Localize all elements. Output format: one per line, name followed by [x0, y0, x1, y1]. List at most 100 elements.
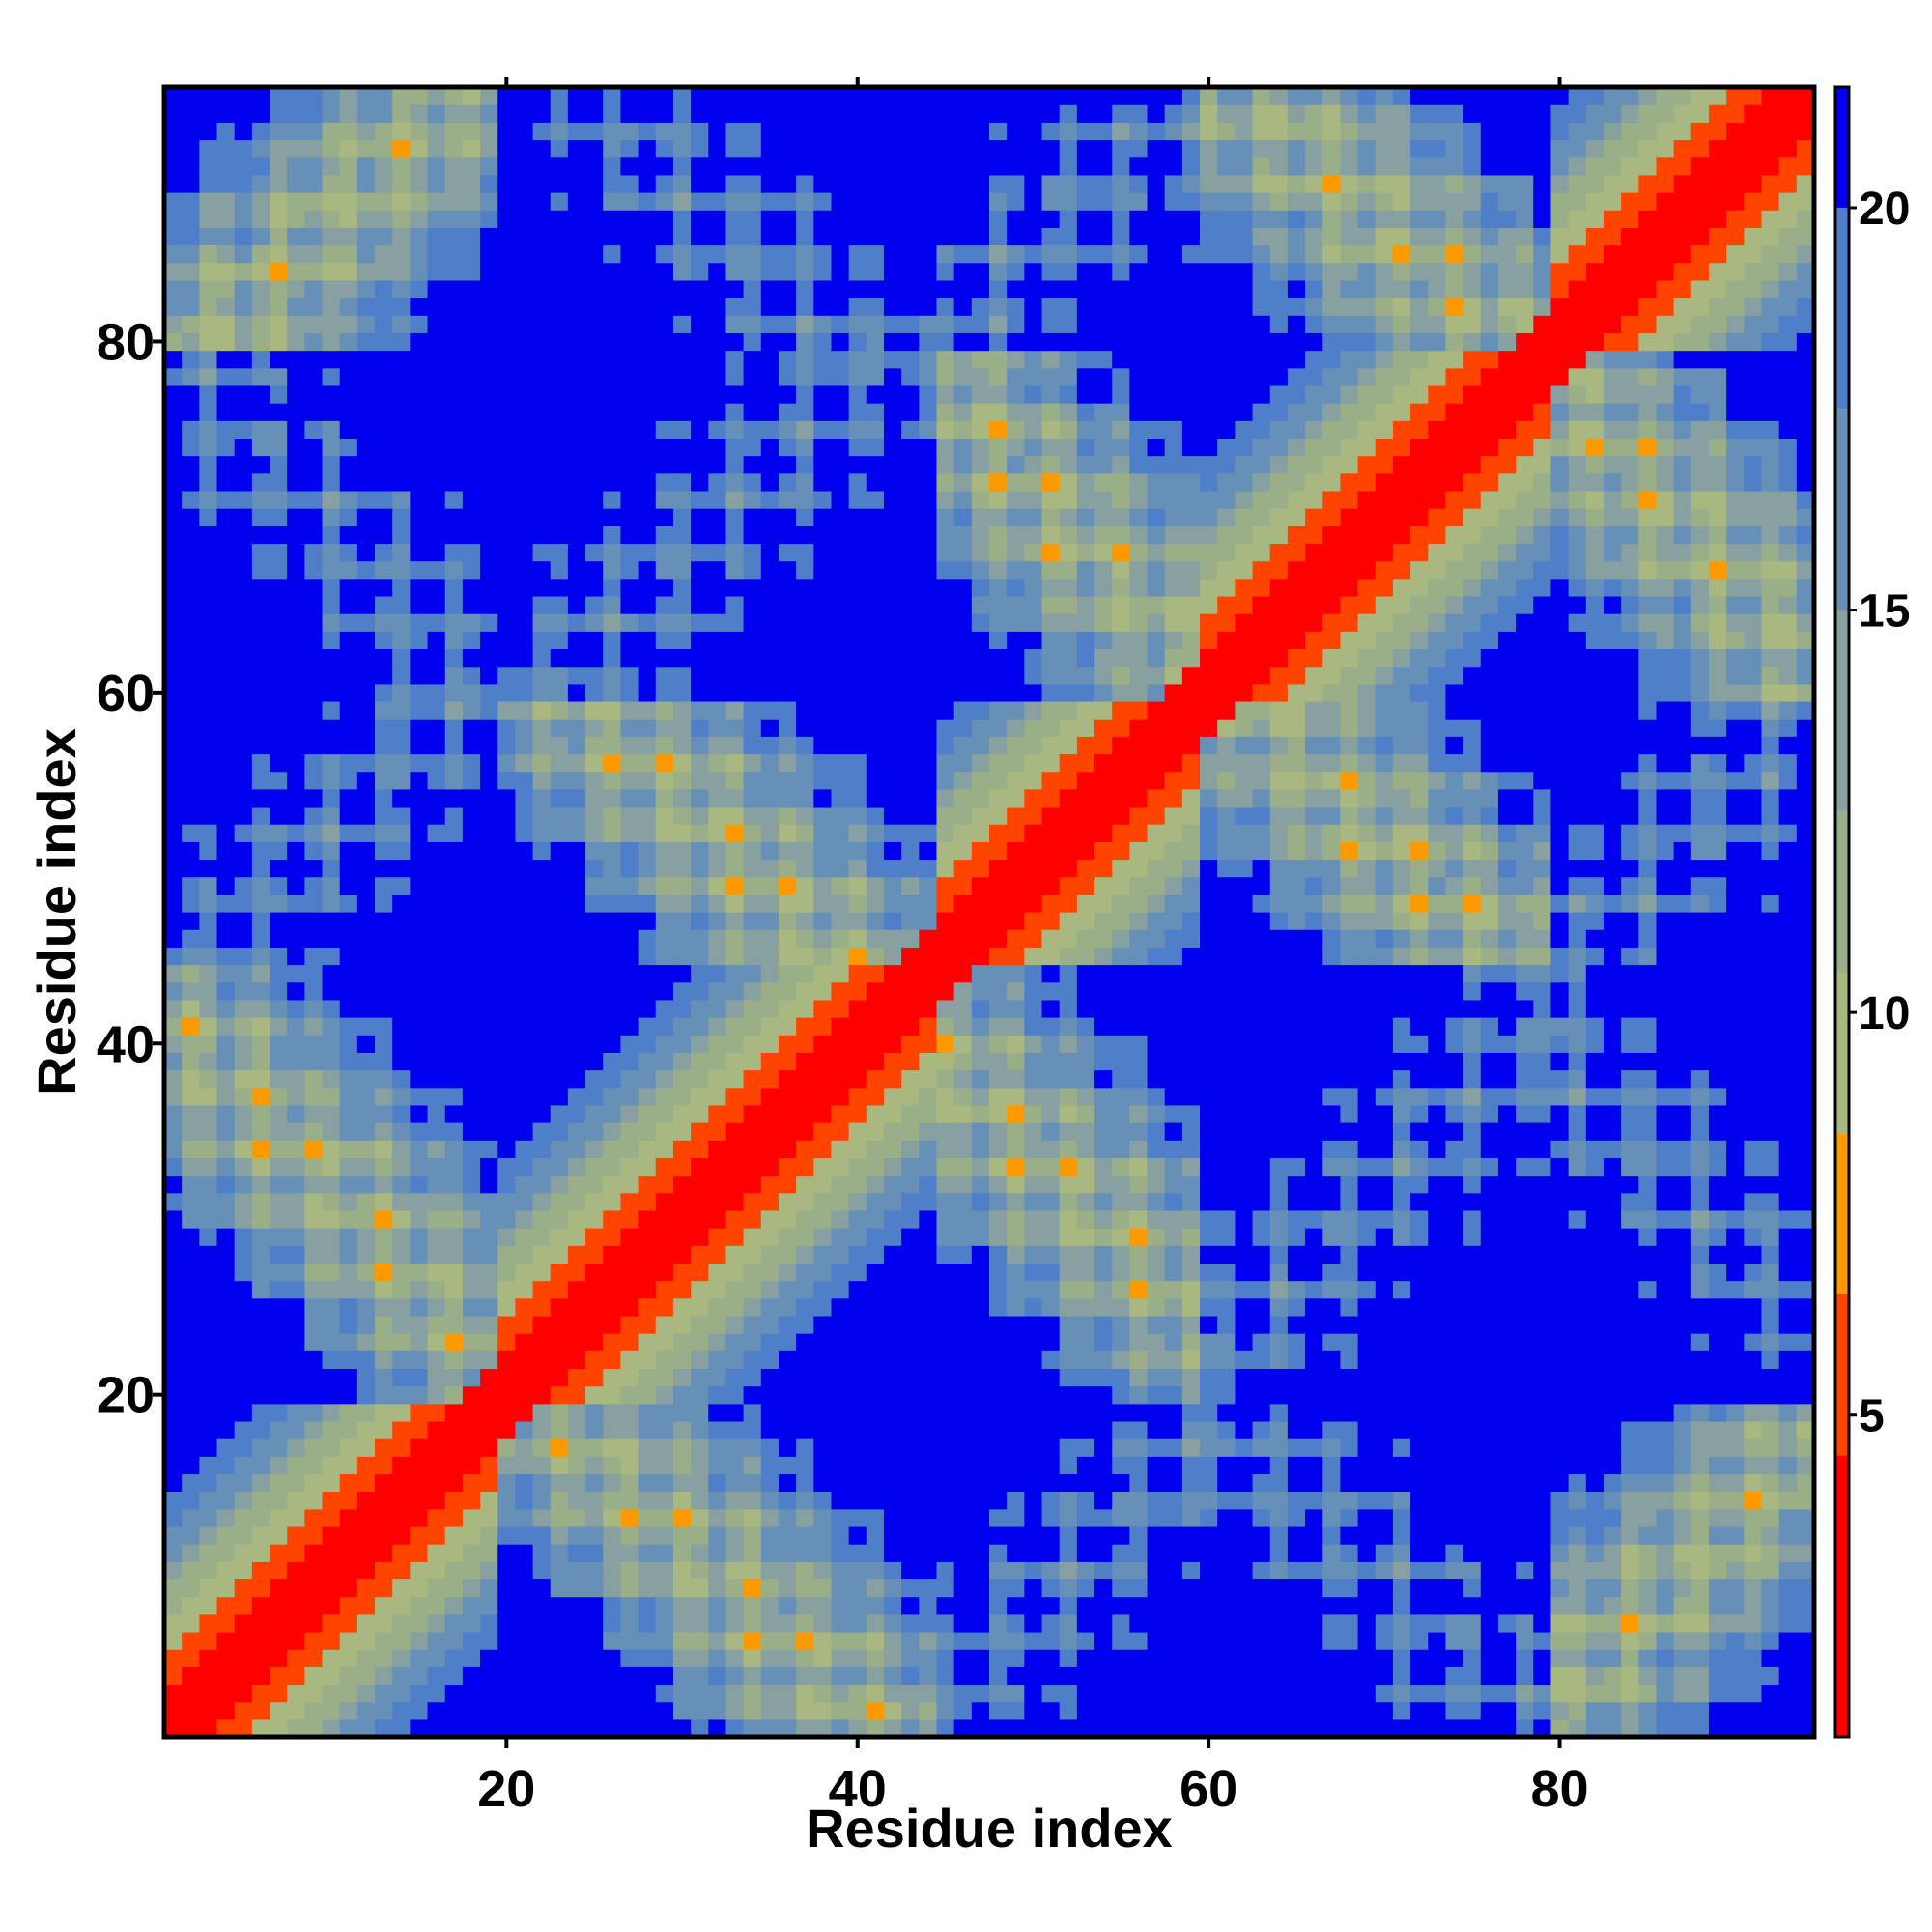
heatmap-cell: [989, 1368, 1008, 1387]
heatmap-cell: [796, 174, 814, 193]
heatmap-cell: [550, 1368, 569, 1387]
heatmap-cell: [1076, 244, 1095, 264]
heatmap-cell: [1007, 490, 1025, 509]
heatmap-cell: [515, 122, 534, 141]
heatmap-cell: [691, 981, 709, 1001]
heatmap-cell: [831, 455, 850, 474]
heatmap-cell: [304, 1035, 324, 1053]
heatmap-cell: [550, 1209, 569, 1229]
heatmap-cell: [234, 824, 253, 842]
heatmap-cell: [848, 648, 867, 668]
heatmap-cell: [813, 648, 833, 668]
heatmap-cell: [532, 543, 552, 562]
heatmap-cell: [251, 1420, 270, 1439]
heatmap-cell: [444, 964, 464, 983]
heatmap-cell: [164, 1333, 183, 1351]
heatmap-cell: [1059, 859, 1078, 878]
heatmap-cell: [339, 1438, 358, 1457]
heatmap-cell: [1024, 876, 1043, 895]
heatmap-cell: [691, 859, 709, 878]
heatmap-cell: [270, 543, 288, 562]
heatmap-cell: [691, 1104, 709, 1123]
heatmap-cell: [410, 174, 429, 193]
heatmap-cell: [901, 1701, 920, 1720]
heatmap-cell: [497, 788, 516, 808]
heatmap-cell: [550, 1333, 569, 1351]
heatmap-cell: [778, 947, 797, 966]
heatmap-cell: [848, 1263, 867, 1282]
heatmap-cell: [585, 964, 604, 983]
heatmap-cell: [515, 788, 534, 808]
heatmap-cell: [410, 384, 429, 404]
heatmap-cell: [725, 1596, 745, 1615]
heatmap-cell: [813, 1087, 833, 1106]
heatmap-cell: [444, 543, 464, 562]
heatmap-cell: [444, 929, 464, 948]
heatmap-cell: [1041, 156, 1061, 176]
heatmap-cell: [567, 210, 586, 228]
heatmap-cell: [603, 420, 622, 439]
heatmap-cell: [462, 1561, 481, 1580]
heatmap-cell: [1024, 438, 1043, 457]
heatmap-cell: [234, 876, 253, 895]
heatmap-cell: [743, 1368, 762, 1387]
heatmap-cell: [339, 490, 358, 509]
heatmap-cell: [760, 1263, 780, 1282]
heatmap-cell: [971, 859, 990, 878]
heatmap-cell: [1024, 999, 1043, 1018]
heatmap-cell: [919, 1087, 938, 1106]
heatmap-cell: [760, 981, 780, 1001]
heatmap-cell: [1024, 1035, 1043, 1053]
heatmap-cell: [638, 298, 657, 316]
heatmap-cell: [515, 298, 534, 316]
heatmap-cell: [901, 876, 920, 895]
heatmap-cell: [392, 438, 411, 457]
heatmap-cell: [866, 508, 885, 526]
heatmap-cell: [708, 1596, 727, 1615]
heatmap-cell: [971, 578, 990, 597]
heatmap-cell: [672, 1192, 692, 1211]
heatmap-cell: [585, 806, 604, 825]
heatmap-cell: [497, 227, 516, 246]
heatmap-cell: [691, 1297, 709, 1317]
heatmap-cell: [1007, 1649, 1025, 1667]
heatmap-cell: [919, 1069, 938, 1089]
heatmap-cell: [322, 1508, 341, 1527]
heatmap-cell: [778, 367, 797, 386]
heatmap-cell: [831, 1297, 850, 1317]
heatmap-cell: [638, 192, 657, 211]
heatmap-cell: [971, 122, 990, 141]
heatmap-cell: [620, 964, 639, 983]
heatmap-cell: [866, 578, 885, 597]
heatmap-cell: [655, 1315, 674, 1334]
heatmap-cell: [883, 1280, 902, 1299]
heatmap-cell: [550, 1596, 569, 1615]
heatmap-cell: [497, 1175, 516, 1194]
heatmap-cell: [831, 244, 850, 264]
heatmap-cell: [655, 788, 674, 808]
heatmap-cell: [1076, 613, 1095, 632]
heatmap-cell: [760, 1456, 780, 1475]
heatmap-cell: [848, 929, 867, 948]
heatmap-cell: [532, 1438, 552, 1457]
heatmap-cell: [883, 753, 902, 773]
heatmap-cell: [375, 859, 393, 878]
heatmap-cell: [1007, 508, 1025, 526]
heatmap-cell: [199, 1438, 218, 1457]
heatmap-cell: [936, 315, 955, 333]
heatmap-cell: [515, 736, 534, 755]
heatmap-cell: [989, 1175, 1008, 1194]
heatmap-cell: [1024, 526, 1043, 545]
heatmap-cell: [532, 1491, 552, 1510]
heatmap-cell: [356, 508, 376, 526]
heatmap-cell: [356, 613, 376, 632]
heatmap-cell: [1007, 332, 1025, 352]
heatmap-cell: [971, 1508, 990, 1527]
heatmap-cell: [655, 104, 674, 123]
heatmap-cell: [182, 122, 200, 141]
heatmap-cell: [339, 683, 358, 702]
heatmap-cell: [989, 999, 1008, 1018]
heatmap-cell: [989, 403, 1008, 421]
heatmap-cell: [936, 964, 955, 983]
heatmap-cell: [1076, 367, 1095, 386]
